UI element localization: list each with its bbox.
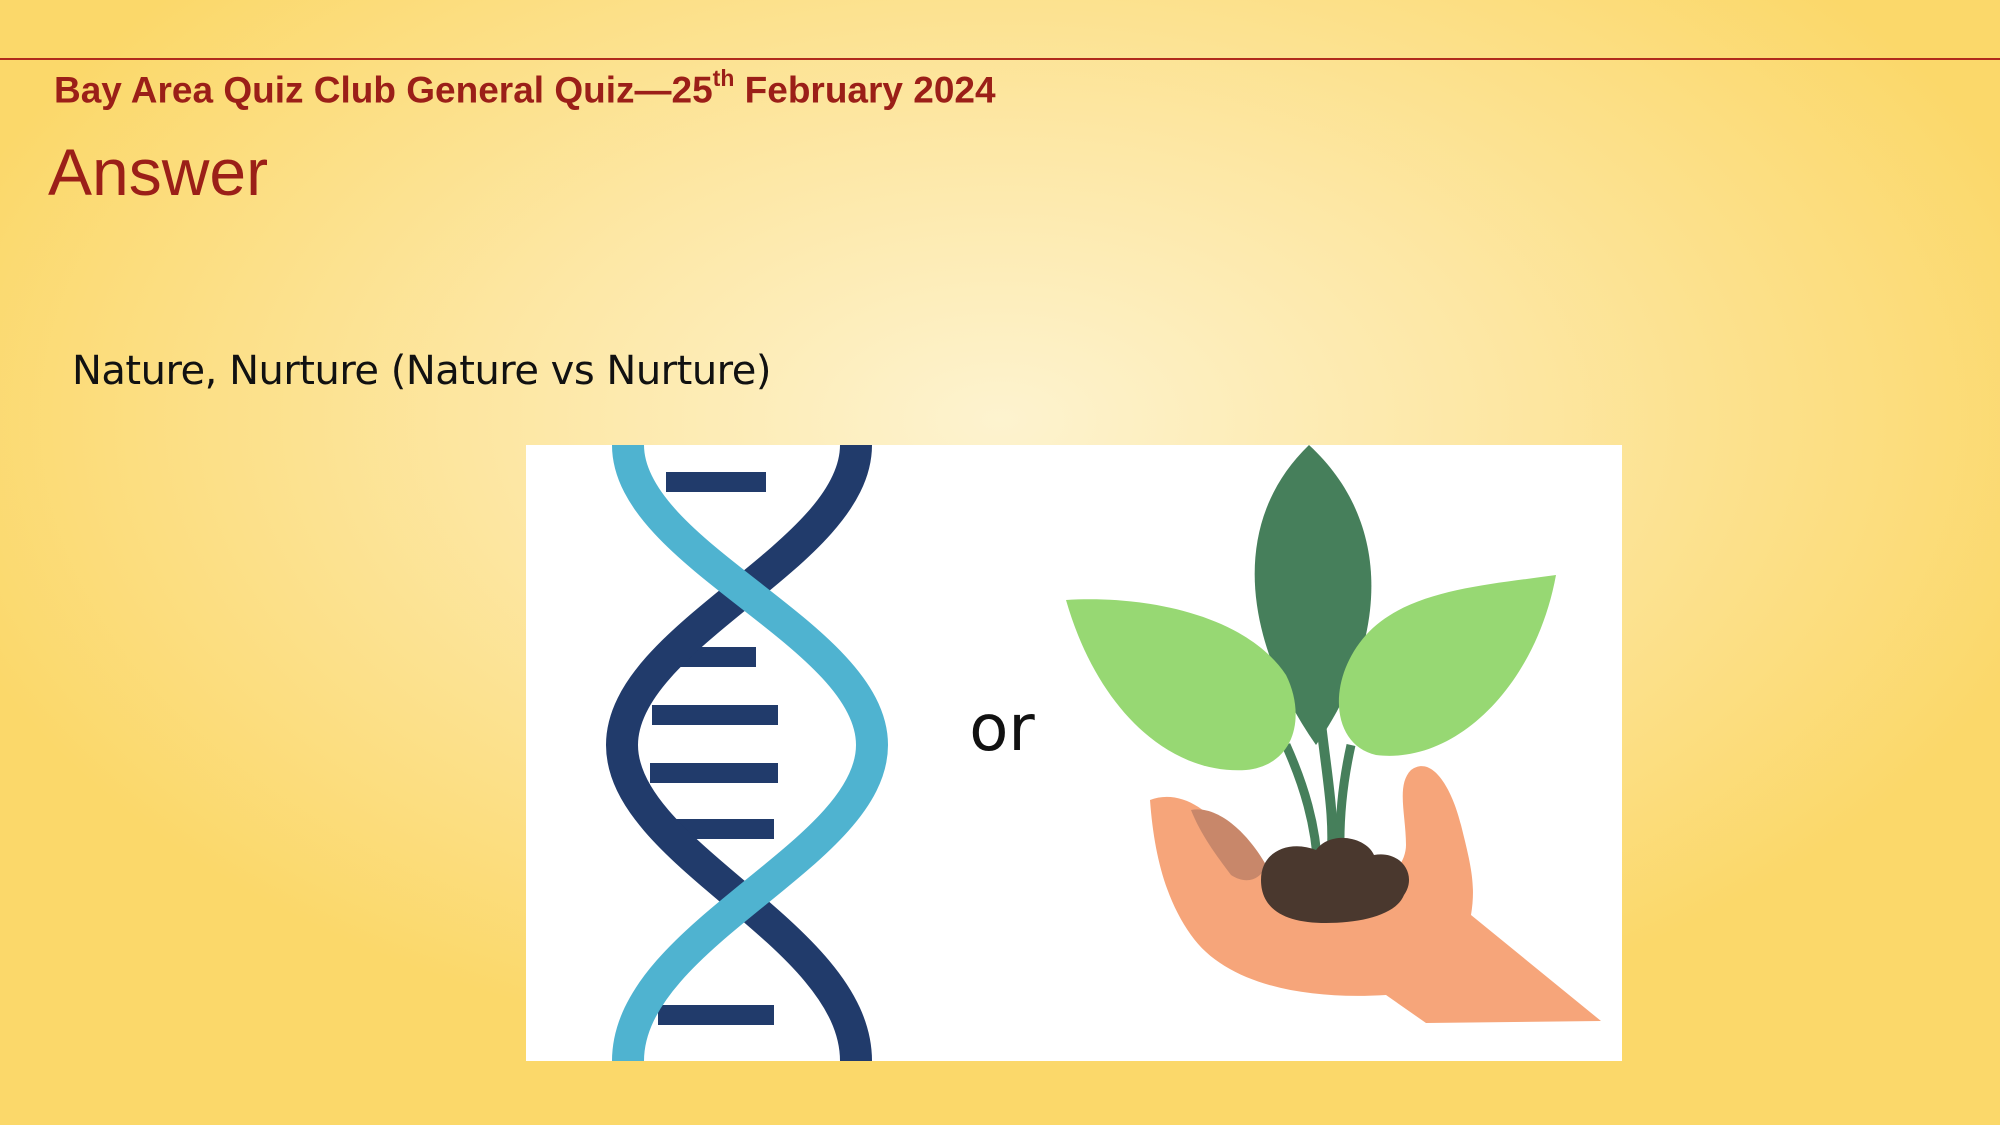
or-text: or	[969, 692, 1035, 766]
nature-vs-nurture-illustration: or	[526, 445, 1622, 1061]
slide-title: Answer	[48, 135, 269, 209]
slide-header: Bay Area Quiz Club General Quiz—25th Feb…	[54, 65, 996, 111]
answer-text: Nature, Nurture (Nature vs Nurture)	[72, 348, 771, 394]
header-superscript: th	[712, 65, 735, 91]
top-rule	[0, 58, 2000, 60]
header-rest: February 2024	[734, 69, 996, 111]
dna-icon	[605, 445, 889, 1061]
header-main: Bay Area Quiz Club General Quiz—25	[54, 69, 713, 111]
plant-in-hand-icon	[1066, 445, 1601, 1023]
